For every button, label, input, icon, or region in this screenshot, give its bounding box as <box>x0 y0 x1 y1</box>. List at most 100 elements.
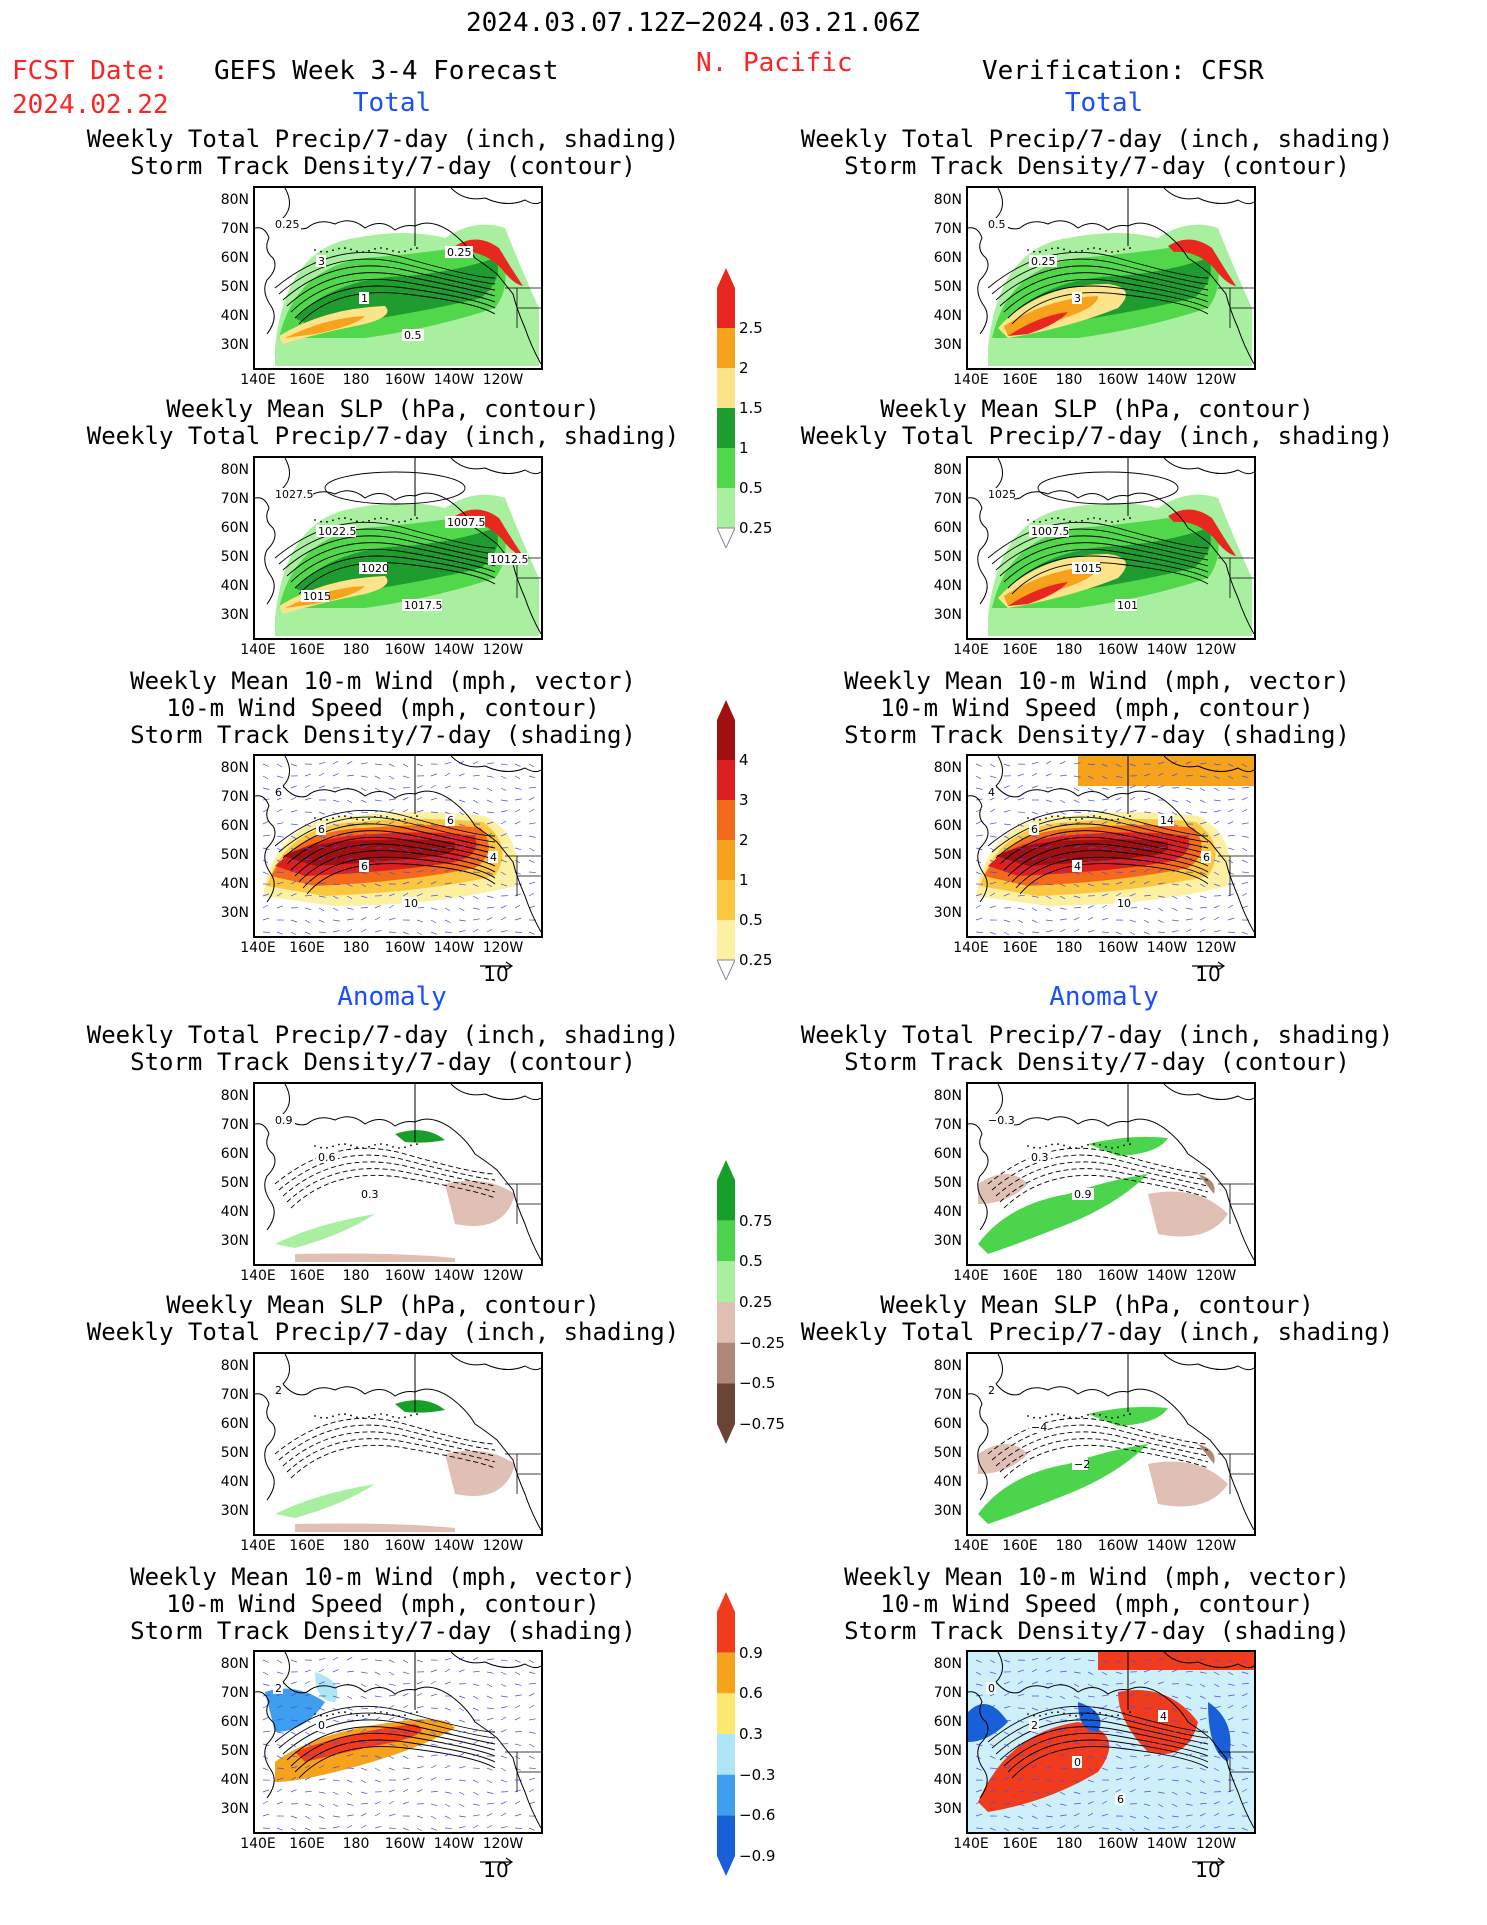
lon-tick: 160E <box>289 372 325 388</box>
lon-tick: 140W <box>1146 1836 1188 1852</box>
lon-tick: 180 <box>342 1836 370 1852</box>
lon-tick: 120W <box>482 1538 524 1554</box>
svg-text:−0.3: −0.3 <box>988 1114 1015 1127</box>
vf-total-precip-map: 0.5 0.25 3 <box>966 186 1256 370</box>
colorbar-swatch <box>717 1302 735 1343</box>
lat-tick: 60N <box>933 1416 962 1432</box>
lat-tick: 80N <box>933 1656 962 1672</box>
lon-tick: 160W <box>384 940 426 956</box>
precip-total-colorbar <box>716 268 736 550</box>
lon-tick: 180 <box>342 940 370 956</box>
lat-tick: 30N <box>933 607 962 623</box>
colorbar-label: 1 <box>739 871 749 889</box>
colorbar-label: 0.3 <box>739 1725 763 1743</box>
colorbar-label: 0.5 <box>739 479 763 497</box>
lon-tick: 180 <box>1055 1268 1083 1284</box>
lon-tick: 120W <box>1195 372 1237 388</box>
lon-tick: 140W <box>1146 1268 1188 1284</box>
verification-total-header: Total <box>1064 88 1144 118</box>
colorbar-label: 0.5 <box>739 911 763 929</box>
lat-tick: 40N <box>933 1772 962 1788</box>
precip-anom-colorbar <box>717 1160 735 1444</box>
colorbar-label: 2 <box>739 831 749 849</box>
lon-tick: 160E <box>1002 940 1038 956</box>
svg-text:1025: 1025 <box>988 488 1016 501</box>
vf-anom-wind-title: Weekly Mean 10-m Wind (mph, vector) 10-m… <box>844 1563 1350 1645</box>
lat-tick: 30N <box>933 1503 962 1519</box>
lat-tick: 30N <box>220 607 249 623</box>
vf-total-slp-map: 1025 1007.5 1015 101 <box>966 456 1256 640</box>
lon-tick: 120W <box>1195 1268 1237 1284</box>
lat-tick: 60N <box>220 818 249 834</box>
lat-tick: 70N <box>933 1685 962 1701</box>
lat-tick: 80N <box>933 462 962 478</box>
svg-text:10: 10 <box>404 897 418 910</box>
forecast-total-header: Total <box>352 88 432 118</box>
lat-tick: 50N <box>933 1175 962 1191</box>
colorbar-label: −0.9 <box>739 1847 776 1865</box>
lat-tick: 80N <box>220 760 249 776</box>
colorbar-label: 0.5 <box>739 1252 763 1271</box>
colorbar-label: −0.75 <box>739 1415 785 1433</box>
colorbar-swatch <box>717 840 735 880</box>
svg-text:6: 6 <box>361 860 368 873</box>
lat-tick: 80N <box>220 1088 249 1104</box>
lon-tick: 180 <box>342 1268 370 1284</box>
colorbar-label: 0.25 <box>739 951 773 969</box>
vf-total-wind-map: 4 6 4 10 14 6 <box>966 754 1256 938</box>
lon-tick: 160E <box>289 1268 325 1284</box>
lon-tick: 160E <box>289 642 325 658</box>
lat-tick: 50N <box>220 1445 249 1461</box>
vf-anom-vector-ref: 10 <box>1178 1848 1238 1882</box>
svg-text:0.25: 0.25 <box>1031 255 1056 268</box>
lon-tick: 180 <box>1055 642 1083 658</box>
lat-tick: 70N <box>220 1387 249 1403</box>
svg-text:6: 6 <box>318 823 325 836</box>
colorbar-label: 3 <box>739 791 749 809</box>
svg-text:4: 4 <box>1074 860 1081 873</box>
colorbar-label: 2 <box>739 359 749 377</box>
forecast-anomaly-header: Anomaly <box>337 982 447 1012</box>
colorbar-swatch <box>717 448 735 488</box>
fc-total-wind-map: 6 6 6 10 6 4 <box>253 754 543 938</box>
colorbar-cap-bottom <box>716 527 736 550</box>
lon-tick: 140W <box>1146 940 1188 956</box>
lat-tick: 50N <box>220 549 249 565</box>
svg-text:0.9: 0.9 <box>275 1114 293 1127</box>
colorbar-label: 0.25 <box>739 1293 773 1311</box>
svg-text:0.25: 0.25 <box>275 218 300 231</box>
lon-tick: 180 <box>342 372 370 388</box>
colorbar-label: −0.5 <box>739 1374 776 1393</box>
arrow-right-icon <box>466 952 526 971</box>
colorbar-swatch <box>717 920 735 960</box>
lon-tick: 120W <box>1195 1538 1237 1554</box>
svg-text:6: 6 <box>1203 851 1210 864</box>
lon-tick: 140E <box>240 1268 276 1284</box>
lat-tick: 70N <box>933 789 962 805</box>
svg-text:2: 2 <box>275 1682 282 1695</box>
colorbar-label: 1.5 <box>739 399 763 417</box>
lat-tick: 60N <box>933 1714 962 1730</box>
vf-total-wind-title: Weekly Mean 10-m Wind (mph, vector) 10-m… <box>844 667 1350 749</box>
svg-text:101: 101 <box>1117 599 1138 612</box>
lat-tick: 30N <box>220 337 249 353</box>
lon-tick: 160W <box>1097 940 1139 956</box>
svg-text:0.6: 0.6 <box>318 1151 336 1164</box>
lat-tick: 30N <box>220 1233 249 1249</box>
svg-text:3: 3 <box>1074 292 1081 305</box>
lon-tick: 120W <box>482 642 524 658</box>
lon-tick: 120W <box>1195 940 1237 956</box>
lat-tick: 50N <box>220 1175 249 1191</box>
colorbar-cap-top <box>717 1160 735 1180</box>
svg-text:1027.5: 1027.5 <box>275 488 314 501</box>
lon-tick: 160E <box>289 1538 325 1554</box>
lon-tick: 140E <box>240 1538 276 1554</box>
svg-text:0: 0 <box>318 1719 325 1732</box>
arrow-right-icon <box>466 1848 526 1867</box>
fcst-date: 2024.02.22 <box>12 90 169 120</box>
lat-tick: 50N <box>220 279 249 295</box>
lat-tick: 80N <box>220 1656 249 1672</box>
svg-text:4: 4 <box>988 786 995 799</box>
lat-tick: 40N <box>933 1204 962 1220</box>
